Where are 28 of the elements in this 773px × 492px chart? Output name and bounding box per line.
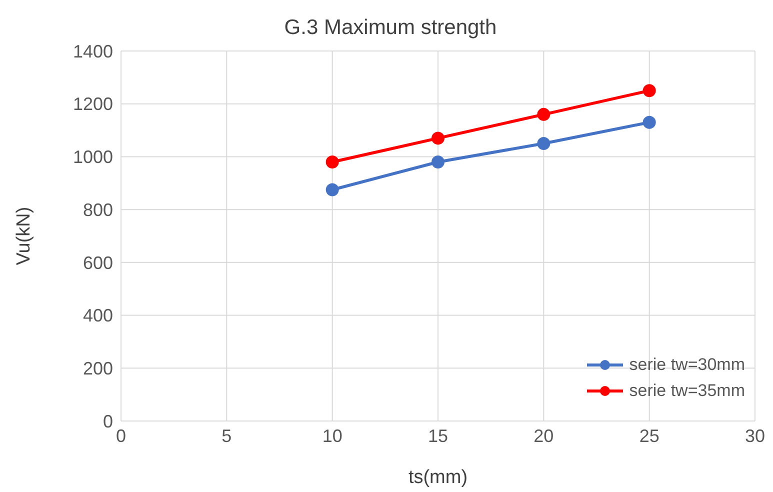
y-tick-label: 1400 bbox=[72, 41, 113, 62]
x-tick-label: 15 bbox=[428, 426, 448, 446]
x-tick-label: 0 bbox=[116, 426, 126, 446]
x-tick-label: 25 bbox=[639, 426, 660, 446]
point bbox=[537, 137, 550, 150]
x-tick-label: 5 bbox=[222, 426, 232, 446]
y-tick-label: 0 bbox=[102, 411, 113, 432]
point bbox=[642, 84, 656, 98]
x-axis-title: ts(mm) bbox=[408, 467, 468, 488]
point bbox=[537, 108, 550, 121]
x-tick-label: 30 bbox=[744, 426, 766, 446]
legend-label: serie tw=30mm bbox=[629, 355, 745, 375]
point bbox=[642, 116, 656, 129]
y-tick-label: 1200 bbox=[72, 94, 113, 114]
y-axis-title: Vu(kN) bbox=[14, 206, 35, 266]
point bbox=[432, 132, 444, 145]
point bbox=[326, 183, 339, 196]
chart-title: G.3 Maximum strength bbox=[284, 16, 497, 39]
point bbox=[326, 156, 339, 168]
y-tick-label: 1000 bbox=[72, 147, 113, 168]
y-tick-label: 400 bbox=[82, 306, 113, 326]
x-tick-label: 20 bbox=[534, 426, 554, 446]
y-tick-label: 800 bbox=[82, 200, 113, 220]
y-tick-label: 200 bbox=[82, 358, 113, 379]
legend-label: serie tw=35mm bbox=[629, 381, 745, 401]
y-tick-label: 600 bbox=[82, 252, 113, 273]
point bbox=[432, 156, 444, 168]
x-tick-label: 10 bbox=[322, 426, 342, 446]
